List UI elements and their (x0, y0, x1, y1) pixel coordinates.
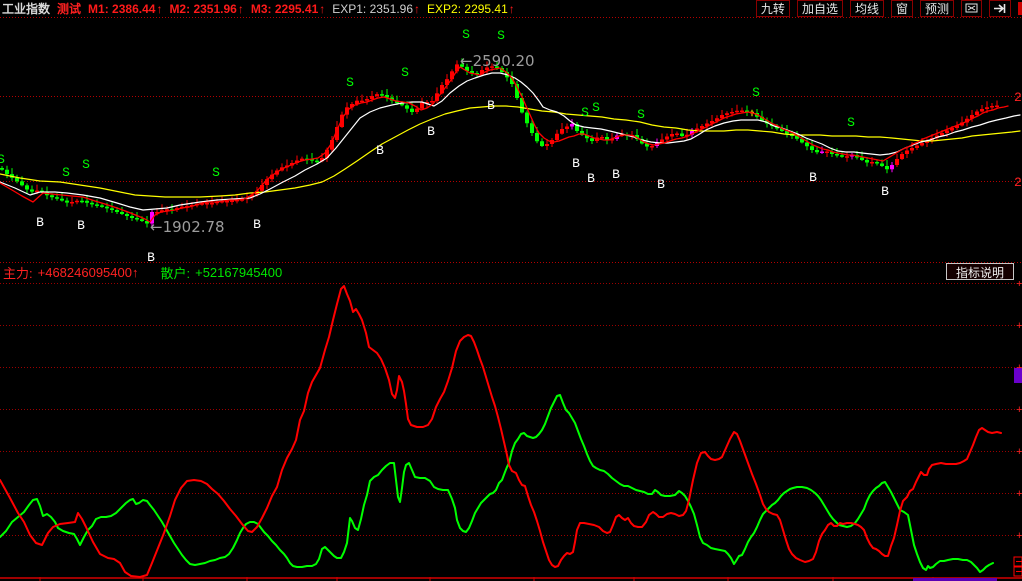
horizontal-scrollbar-thumb[interactable] (913, 578, 997, 581)
indicator-header: 主力: +468246095400 ↑ 散户: +52167945400 指标说… (0, 263, 1022, 281)
up-arrow-icon: ↑ (508, 1, 515, 16)
window-edge-marker (1018, 2, 1022, 15)
main-grid: 22 (0, 90, 1022, 190)
svg-text:S: S (401, 65, 409, 80)
svg-text:B: B (147, 250, 155, 265)
svg-text:B: B (427, 124, 435, 139)
window-button[interactable]: 窗 (890, 0, 913, 17)
candlestick-series (0, 58, 999, 228)
symbol-name: 工业指数 (2, 2, 51, 16)
svg-text:B: B (36, 215, 44, 230)
svg-text:+: + (1016, 489, 1022, 501)
svg-text:B: B (253, 217, 261, 232)
add-watchlist-button[interactable]: 加自选 (796, 0, 843, 17)
svg-text:S: S (592, 100, 600, 115)
up-arrow-icon: ↑ (131, 264, 139, 280)
price-annotations: ←2590.20 ←1902.78 (150, 52, 535, 236)
indicator-help-button[interactable]: 指标说明 (945, 263, 1014, 280)
svg-text:S: S (62, 165, 70, 180)
jump-to-latest-icon[interactable] (989, 0, 1011, 17)
svg-text:←1902.78: ←1902.78 (150, 218, 225, 236)
svg-text:S: S (82, 157, 90, 172)
up-arrow-icon: ↑ (414, 1, 421, 16)
svg-text:2: 2 (1014, 90, 1022, 105)
svg-text:S: S (497, 28, 505, 43)
svg-text:S: S (581, 105, 589, 120)
exp1-value: EXP1: 2351.96↑ (332, 1, 421, 16)
ma-red-line (0, 66, 1009, 223)
indicator-mode-label: 测试 (57, 2, 82, 16)
svg-text:+: + (1016, 279, 1022, 291)
forecast-button[interactable]: 预测 (919, 0, 954, 17)
retail-label: 散户: (160, 265, 191, 281)
svg-text:B: B (881, 184, 889, 199)
ma-yellow-line (0, 105, 1021, 198)
svg-text:+: + (1016, 531, 1022, 543)
moving-average-button[interactable]: 均线 (849, 0, 884, 17)
svg-text:←2590.20: ←2590.20 (460, 52, 535, 70)
svg-text:S: S (637, 107, 645, 122)
svg-text:S: S (346, 75, 354, 90)
svg-text:S: S (462, 27, 470, 42)
main-force-value: +468246095400 (37, 264, 132, 280)
svg-text:+: + (1016, 405, 1022, 417)
ma-white-line (0, 72, 1021, 211)
m1-value: M1: 2386.44↑ (88, 1, 163, 16)
retail-value: +52167945400 (195, 264, 283, 280)
svg-text:B: B (77, 218, 85, 233)
main-force-flow-line (0, 285, 1002, 578)
svg-text:B: B (612, 167, 620, 182)
svg-text:B: B (572, 156, 580, 171)
svg-text:B: B (657, 177, 665, 192)
svg-text:+: + (1016, 321, 1022, 333)
svg-text:B: B (487, 98, 495, 113)
svg-text:2: 2 (1014, 175, 1022, 190)
svg-text:B: B (809, 170, 817, 185)
nine-turn-button[interactable]: 九转 (755, 0, 790, 17)
retail-flow-line (0, 394, 994, 573)
popup-window-icon[interactable] (961, 0, 982, 17)
up-arrow-icon: ↑ (237, 1, 244, 16)
svg-text:+: + (1016, 447, 1022, 459)
up-arrow-icon: ↑ (156, 1, 163, 16)
top-info-bar: 工业指数 测试 M1: 2386.44↑ M2: 2351.96↑ M3: 22… (0, 0, 1022, 17)
m2-value: M2: 2351.96↑ (169, 1, 244, 16)
main-force-label: 主力: (3, 265, 33, 281)
svg-text:S: S (847, 115, 855, 130)
exp2-value: EXP2: 2295.41↑ (427, 1, 515, 16)
m3-value: M3: 2295.41↑ (250, 1, 326, 16)
up-arrow-icon: ↑ (319, 1, 326, 16)
corner-widget-icon[interactable] (1013, 556, 1022, 577)
svg-text:B: B (587, 171, 595, 186)
svg-text:S: S (212, 165, 220, 180)
subchart-grid: +++++++ (0, 279, 1022, 581)
svg-text:S: S (752, 85, 760, 100)
svg-text:B: B (376, 143, 384, 158)
svg-text:S: S (0, 152, 5, 167)
